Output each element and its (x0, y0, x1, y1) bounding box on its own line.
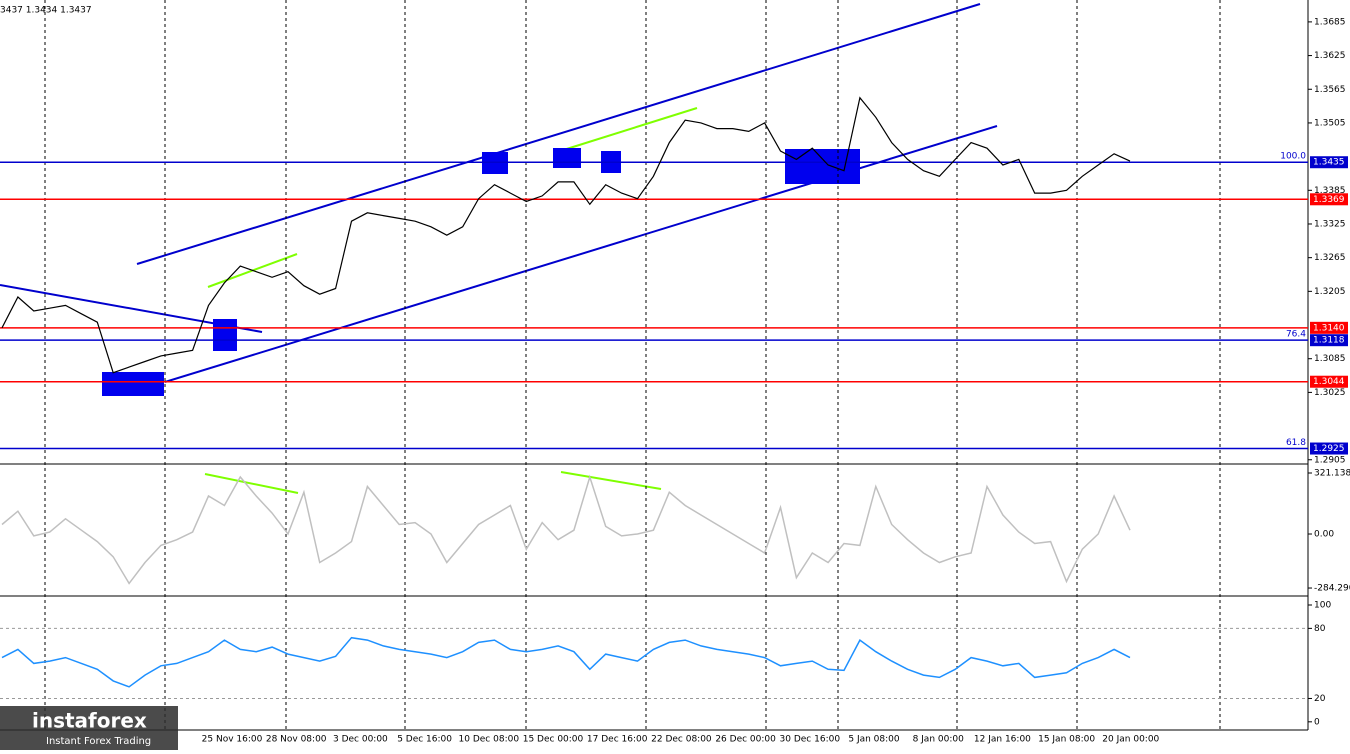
x-tick-label: 5 Jan 08:00 (848, 735, 900, 745)
y-tick-label: 1.2905 (1314, 455, 1346, 465)
y-tick-label: 1.3205 (1314, 287, 1346, 297)
zone-box (785, 149, 860, 184)
price-tag (1310, 442, 1348, 455)
price-tag-label: 1.2925 (1313, 444, 1345, 454)
price-tag (1310, 156, 1348, 169)
x-tick-label: 3 Dec 00:00 (333, 735, 388, 745)
y-tick-label: 80 (1314, 624, 1326, 634)
level-name: 61.8 (1286, 438, 1306, 448)
x-tick-label: 8 Jan 00:00 (913, 735, 965, 745)
y-tick-label: 0.00 (1314, 530, 1334, 540)
x-tick-label: 10 Dec 08:00 (459, 735, 520, 745)
zone-box (553, 148, 581, 168)
y-tick-label: 0 (1314, 717, 1320, 727)
logo-box (0, 706, 178, 750)
y-tick-label: 1.3685 (1314, 17, 1346, 27)
y-tick-label: -284.290 (1314, 584, 1350, 594)
y-tick-label: 321.1386 (1314, 469, 1350, 479)
x-tick-label: 26 Dec 00:00 (715, 735, 776, 745)
x-tick-label: 17 Dec 16:00 (587, 735, 648, 745)
level-name: 100.0 (1280, 152, 1306, 162)
divergence-line (560, 471, 662, 490)
x-tick-label: 5 Dec 16:00 (397, 735, 452, 745)
price-tag-label: 1.3044 (1313, 377, 1345, 387)
logo-text: instaforex (32, 709, 147, 733)
price-tag (1310, 321, 1348, 334)
zone-box (213, 319, 237, 351)
zone-box (102, 372, 164, 396)
x-tick-label: 20 Jan 00:00 (1102, 735, 1159, 745)
price-tag-label: 1.3369 (1313, 195, 1345, 205)
x-tick-label: 28 Nov 08:00 (266, 735, 327, 745)
layout (0, 0, 1309, 731)
x-tick-label: 25 Nov 16:00 (202, 735, 263, 745)
y-tick-label: 1.3625 (1314, 51, 1346, 61)
series-line (1, 474, 1131, 585)
y-tick-label: 1.3265 (1314, 253, 1346, 263)
price-tag-label: 1.3118 (1313, 336, 1345, 346)
header-quote: 3437 1.3434 1.3437 (0, 6, 92, 16)
y-tick-label: 1.3325 (1314, 219, 1346, 229)
y-tick-label: 1.3025 (1314, 388, 1346, 398)
y-tick-label: 100 (1314, 601, 1331, 611)
y-tick-label: 1.3085 (1314, 354, 1346, 364)
y-tick-label: 20 (1314, 694, 1326, 704)
price-tag-label: 1.3435 (1313, 158, 1345, 168)
channel-upper (136, 3, 981, 265)
x-tick-label: 30 Dec 16:00 (780, 735, 841, 745)
divergence-line (556, 107, 698, 153)
price-tag (1310, 375, 1348, 388)
x-tick-label: 15 Dec 00:00 (523, 735, 584, 745)
x-tick-label: 15 Jan 08:00 (1038, 735, 1095, 745)
price-tag (1310, 334, 1348, 347)
y-tick-label: 1.3505 (1314, 118, 1346, 128)
y-tick-label: 1.3565 (1314, 85, 1346, 95)
y-tick-label: 1.3385 (1314, 186, 1346, 196)
series-line (1, 636, 1131, 688)
divergence-line (204, 473, 299, 494)
zone-box (482, 152, 508, 174)
x-tick-label: 22 Dec 08:00 (651, 735, 712, 745)
price-tag-label: 1.3140 (1313, 323, 1345, 333)
series-line (1, 96, 1131, 374)
logo-subtitle: Instant Forex Trading (46, 736, 151, 747)
level-name: 76.4 (1286, 330, 1306, 340)
x-tick-label: 12 Jan 16:00 (974, 735, 1031, 745)
price-tag (1310, 193, 1348, 206)
